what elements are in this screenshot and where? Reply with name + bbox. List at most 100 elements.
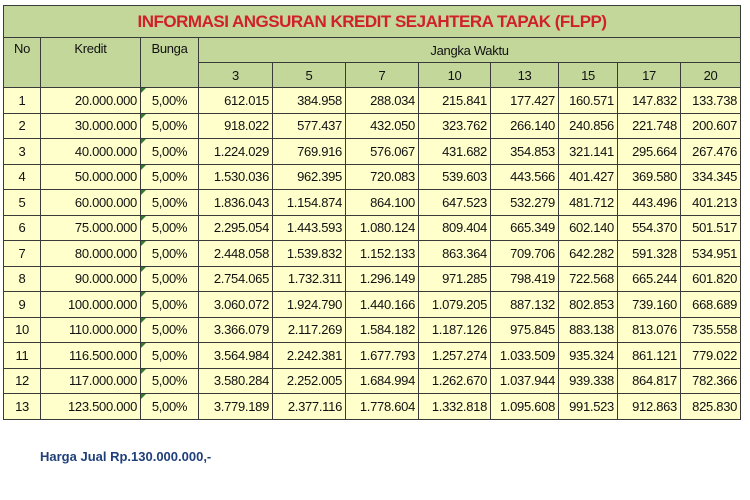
cell-installment: 813.076 [617, 316, 681, 343]
cell-installment: 782.366 [679, 367, 742, 394]
cell-installment: 295.664 [617, 138, 681, 165]
header-jangka-waktu: Jangka Waktu [197, 37, 742, 63]
cell-no: 6 [3, 214, 41, 241]
cell-installment: 709.706 [490, 240, 559, 267]
header-bunga: Bunga [140, 37, 199, 88]
cell-installment: 1.924.790 [272, 291, 346, 318]
cell-installment: 160.571 [558, 87, 618, 114]
cell-installment: 779.022 [679, 342, 742, 369]
cell-bunga: 5,00% [140, 138, 199, 165]
cell-installment: 991.523 [558, 393, 618, 420]
cell-bunga: 5,00% [140, 342, 199, 369]
cell-installment: 1.836.043 [198, 189, 273, 216]
cell-installment: 1.332.818 [418, 393, 491, 420]
table-row: 6 75.000.000 5,00% 2.295.054 1.443.593 1.080.… [3, 214, 742, 241]
cell-installment: 177.427 [490, 87, 559, 114]
cell-installment: 1.095.608 [490, 393, 559, 420]
cell-installment: 1.539.832 [272, 240, 346, 267]
cell-kredit: 100.000.000 [40, 291, 141, 318]
cell-installment: 1.684.994 [345, 367, 419, 394]
cell-installment: 1.778.604 [345, 393, 419, 420]
cell-kredit: 60.000.000 [40, 189, 141, 216]
cell-installment: 532.279 [490, 189, 559, 216]
cell-installment: 665.349 [490, 214, 559, 241]
cell-installment: 3.060.072 [198, 291, 273, 318]
cell-no: 11 [3, 342, 41, 369]
header-no: No [3, 37, 41, 88]
cell-bunga: 5,00% [140, 240, 199, 267]
cell-installment: 1.440.166 [345, 291, 419, 318]
cell-installment: 2.448.058 [198, 240, 273, 267]
cell-bunga: 5,00% [140, 291, 199, 318]
cell-kredit: 30.000.000 [40, 112, 141, 139]
cell-installment: 1.443.593 [272, 214, 346, 241]
cell-kredit: 110.000.000 [40, 316, 141, 343]
cell-no: 2 [3, 112, 41, 139]
table-row: 11 116.500.000 5,00% 3.564.984 2.242.381 1.67… [3, 342, 742, 369]
cell-installment: 825.830 [679, 393, 742, 420]
cell-installment: 147.832 [617, 87, 681, 114]
header-term: 13 [490, 62, 559, 88]
cell-installment: 665.244 [617, 265, 681, 292]
header-term: 5 [272, 62, 346, 88]
cell-installment: 612.015 [198, 87, 273, 114]
cell-installment: 918.022 [198, 112, 273, 139]
cell-installment: 554.370 [617, 214, 681, 241]
table-row: 3 40.000.000 5,00% 1.224.029 769.916 576.067 4… [3, 138, 742, 165]
selling-price-note: Harga Jual Rp.130.000.000,- [40, 449, 212, 464]
cell-installment: 1.033.509 [490, 342, 559, 369]
cell-installment: 3.580.284 [198, 367, 273, 394]
cell-installment: 1.037.944 [490, 367, 559, 394]
cell-installment: 288.034 [345, 87, 419, 114]
cell-kredit: 117.000.000 [40, 367, 141, 394]
cell-installment: 864.100 [345, 189, 419, 216]
header-kredit: Kredit [40, 37, 141, 88]
table-title: INFORMASI ANGSURAN KREDIT SEJAHTERA TAPA… [2, 5, 742, 38]
cell-kredit: 20.000.000 [40, 87, 141, 114]
cell-installment: 2.754.065 [198, 265, 273, 292]
cell-installment: 739.160 [617, 291, 681, 318]
cell-installment: 601.820 [679, 265, 742, 292]
cell-installment: 912.863 [617, 393, 681, 420]
cell-installment: 2.117.269 [272, 316, 346, 343]
cell-installment: 534.951 [679, 240, 742, 267]
cell-installment: 221.748 [617, 112, 681, 139]
cell-no: 3 [3, 138, 41, 165]
cell-installment: 215.841 [418, 87, 491, 114]
cell-installment: 939.338 [558, 367, 618, 394]
cell-installment: 802.853 [558, 291, 618, 318]
cell-installment: 1.152.133 [345, 240, 419, 267]
cell-installment: 1.257.274 [418, 342, 491, 369]
cell-no: 13 [3, 393, 41, 420]
table-row: 2 30.000.000 5,00% 918.022 577.437 432.050 323… [3, 112, 742, 139]
cell-installment: 369.580 [617, 163, 681, 190]
cell-installment: 354.853 [490, 138, 559, 165]
cell-installment: 576.067 [345, 138, 419, 165]
cell-kredit: 90.000.000 [40, 265, 141, 292]
cell-bunga: 5,00% [140, 214, 199, 241]
cell-bunga: 5,00% [140, 316, 199, 343]
cell-kredit: 123.500.000 [40, 393, 141, 420]
cell-installment: 668.689 [679, 291, 742, 318]
cell-installment: 1.530.036 [198, 163, 273, 190]
cell-installment: 887.132 [490, 291, 559, 318]
table-row: 7 80.000.000 5,00% 2.448.058 1.539.832 1.152.… [3, 240, 742, 267]
cell-installment: 861.121 [617, 342, 681, 369]
cell-installment: 133.738 [679, 87, 742, 114]
cell-kredit: 116.500.000 [40, 342, 141, 369]
header-term: 3 [198, 62, 273, 88]
cell-installment: 267.476 [679, 138, 742, 165]
cell-installment: 3.779.189 [198, 393, 273, 420]
cell-installment: 200.607 [679, 112, 742, 139]
cell-installment: 769.916 [272, 138, 346, 165]
cell-no: 5 [3, 189, 41, 216]
cell-kredit: 40.000.000 [40, 138, 141, 165]
cell-installment: 481.712 [558, 189, 618, 216]
cell-installment: 1.732.311 [272, 265, 346, 292]
cell-installment: 384.958 [272, 87, 346, 114]
cell-installment: 2.242.381 [272, 342, 346, 369]
cell-bunga: 5,00% [140, 265, 199, 292]
cell-installment: 720.083 [345, 163, 419, 190]
cell-installment: 1.154.874 [272, 189, 346, 216]
cell-bunga: 5,00% [140, 367, 199, 394]
